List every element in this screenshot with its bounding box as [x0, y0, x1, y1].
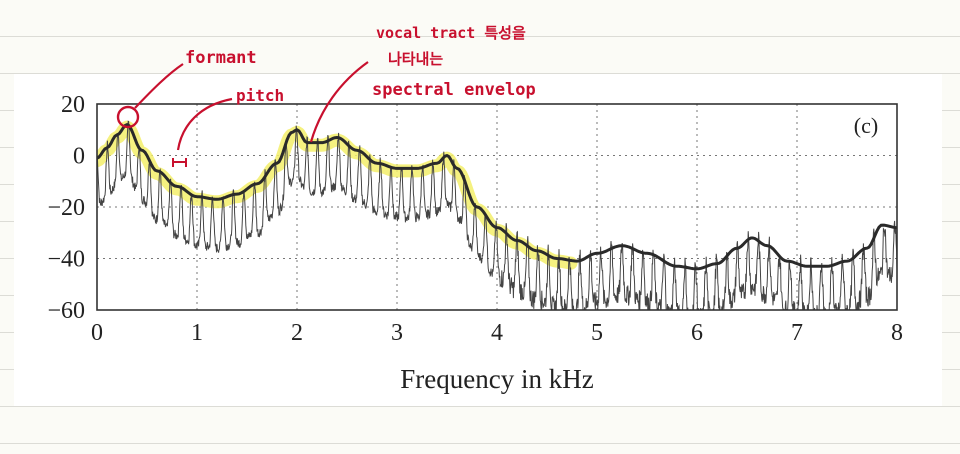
panel-label: (c): [854, 113, 878, 138]
grid-lines: [97, 104, 897, 310]
highlighter-stroke: [97, 120, 578, 270]
y-tick-label: −20: [47, 195, 85, 221]
pitch-note: pitch: [236, 86, 284, 105]
annotations: formant pitch vocal tract 특성을 나타내는 spect…: [116, 24, 536, 167]
y-tick-label: 0: [73, 144, 85, 170]
harmonic-spectrum-series: [97, 120, 897, 310]
x-tick-label: 7: [791, 320, 803, 346]
x-tick-label: 5: [591, 320, 603, 346]
envelope-line: [97, 123, 897, 271]
spectrum-line: [97, 120, 897, 310]
formant-arrow: [134, 63, 184, 109]
x-tick-labels: 0 1 2 3 4 5 6 7 8: [91, 320, 903, 346]
highlight-path: [97, 120, 578, 270]
x-tick-label: 3: [391, 320, 403, 346]
pitch-arrow: [176, 97, 233, 151]
envelope-note-line3: spectral envelop: [372, 80, 536, 100]
y-tick-labels: 20 0 −20 −40 −60: [47, 92, 85, 324]
envelope-arrow: [309, 61, 369, 143]
y-tick-label: 20: [61, 92, 85, 118]
formant-circle: [116, 105, 140, 129]
spectral-envelope-series: [97, 123, 897, 271]
envelope-note-line2: 나타내는: [388, 50, 443, 68]
envelope-note-line1: vocal tract 특성을: [376, 24, 526, 42]
formant-note: formant: [185, 48, 257, 68]
y-tick-label: −40: [47, 247, 85, 273]
x-axis-label: Frequency in kHz: [400, 364, 593, 394]
pitch-spacing-mark: [172, 158, 187, 167]
x-tick-label: 1: [191, 320, 203, 346]
figure-card: [14, 74, 942, 406]
plot-frame: [96, 103, 898, 311]
y-tick-label: −60: [47, 298, 85, 324]
x-tick-label: 8: [891, 320, 903, 346]
x-tick-label: 6: [691, 320, 703, 346]
x-tick-label: 0: [91, 320, 103, 346]
x-tick-label: 2: [291, 320, 303, 346]
x-tick-label: 4: [491, 320, 503, 346]
